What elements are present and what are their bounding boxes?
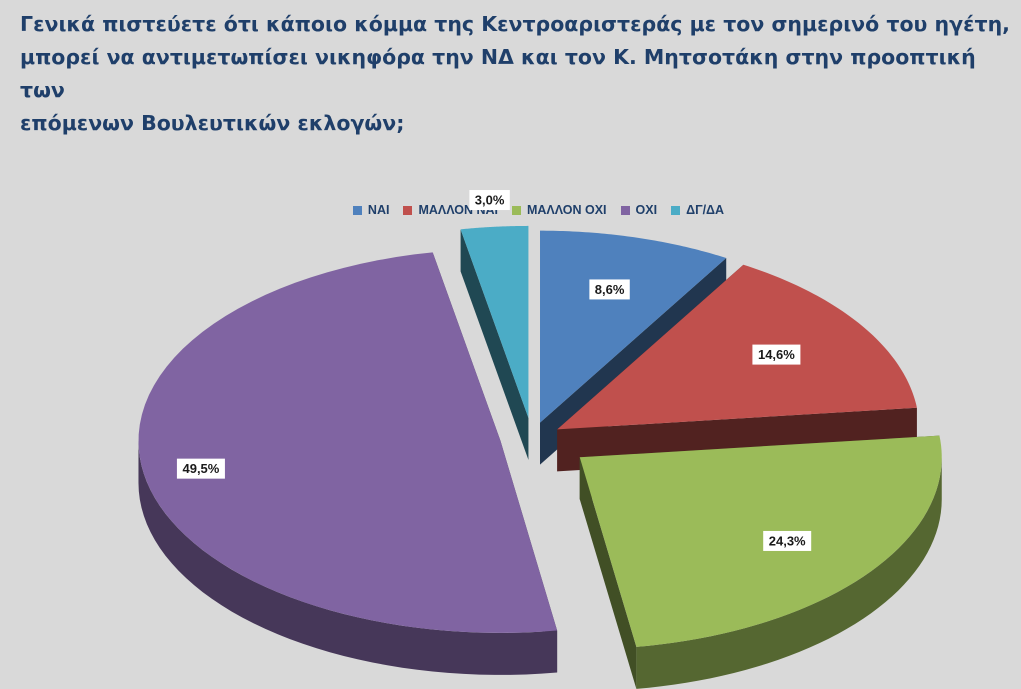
legend-label: ΟΧΙ xyxy=(635,203,658,217)
data-label-box-oxi xyxy=(176,458,225,479)
slice-dg-da xyxy=(460,225,529,418)
slice-mallon-oxi-side xyxy=(636,457,942,689)
legend-label: ΜΑΛΛΟΝ ΟΧΙ xyxy=(526,203,607,217)
legend-swatch xyxy=(620,205,630,215)
legend-item-oxi: ΟΧΙ xyxy=(620,203,658,217)
chart-title: Γενικά πιστεύετε ότι κάποιο κόμμα της Κε… xyxy=(20,12,1010,135)
chart-legend: ΝΑΙ ΜΑΛΛΟΝ ΝΑΙ ΜΑΛΛΟΝ ΟΧΙ ΟΧΙ ΔΓ/ΔΑ xyxy=(0,203,1021,217)
legend-label: ΝΑΙ xyxy=(367,203,390,217)
slice-oxi xyxy=(138,252,558,633)
slice-mallon-oxi-end-face xyxy=(579,457,637,689)
legend-swatch xyxy=(403,205,413,215)
legend-item-dg-da: ΔΓ/ΔΑ xyxy=(671,203,724,217)
data-label-oxi: 49,5% xyxy=(182,461,219,476)
data-label-dg-da: 3,0% xyxy=(475,193,505,208)
slice-tops xyxy=(138,225,942,647)
data-labels: 8,6% 14,6% 24,3% 49,5% 3,0% xyxy=(176,190,812,551)
data-label-mallon-nai: 14,6% xyxy=(758,347,795,362)
slice-oxi-side xyxy=(138,440,558,675)
legend-item-nai: ΝΑΙ xyxy=(352,203,390,217)
slice-nai xyxy=(540,230,727,423)
slice-mallon-nai xyxy=(557,264,917,430)
data-label-nai: 8,6% xyxy=(595,282,625,297)
slice-mallon-oxi xyxy=(579,435,942,647)
legend-label: ΔΓ/ΔΑ xyxy=(686,203,725,217)
legend-swatch xyxy=(511,205,521,215)
data-label-box-mallon-nai xyxy=(752,344,801,365)
legend-swatch xyxy=(671,205,681,215)
slice-dg-da-start-face xyxy=(460,229,529,460)
data-label-box-dg-da xyxy=(469,190,510,211)
legend-swatch xyxy=(352,205,362,215)
data-label-box-mallon-oxi xyxy=(763,530,812,551)
data-label-mallon-oxi: 24,3% xyxy=(769,533,806,548)
legend-item-mallon-oxi: ΜΑΛΛΟΝ ΟΧΙ xyxy=(511,203,607,217)
data-label-box-nai xyxy=(589,279,630,300)
